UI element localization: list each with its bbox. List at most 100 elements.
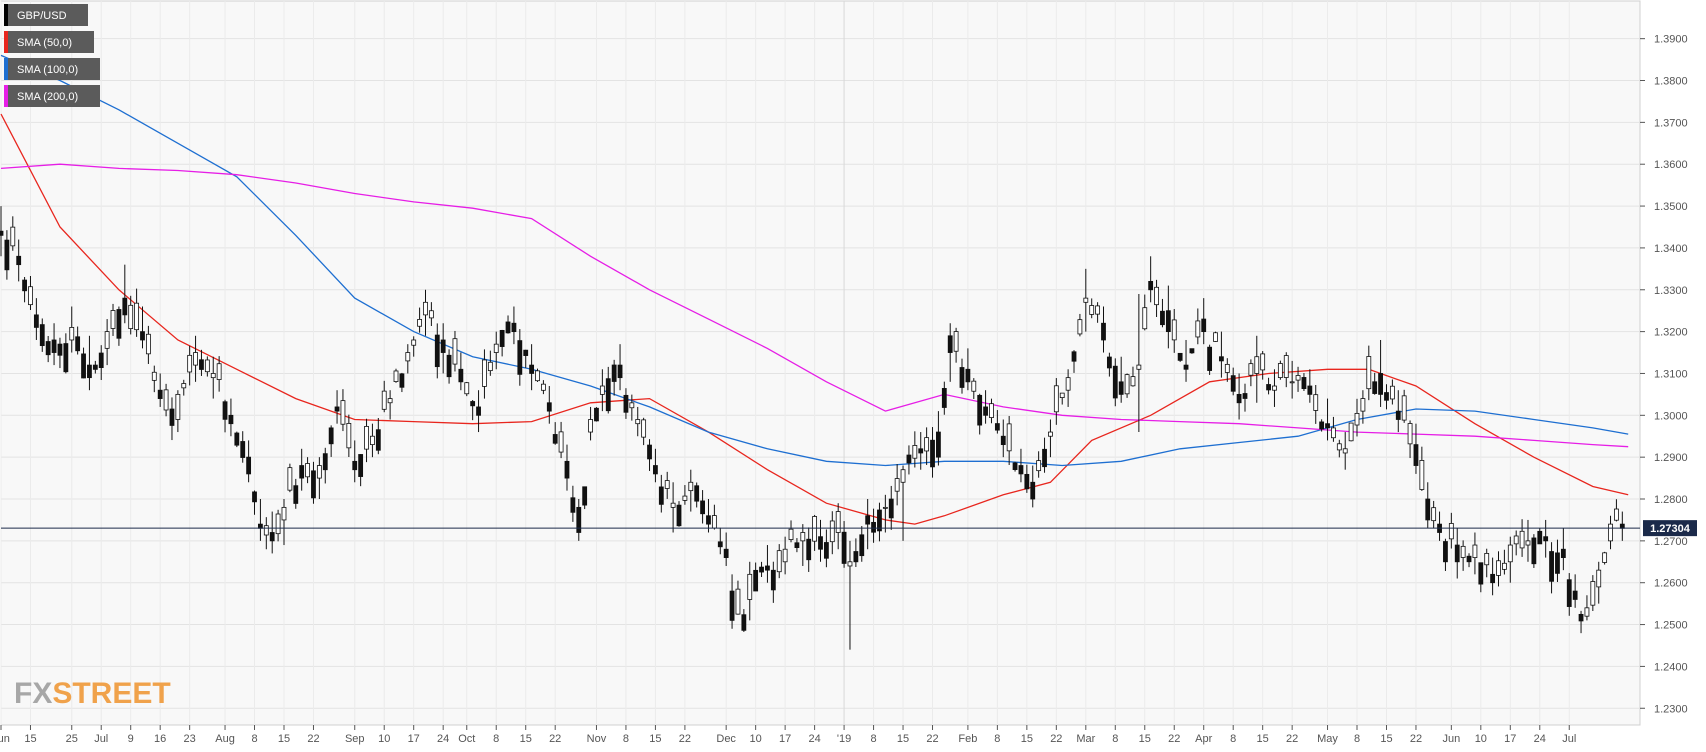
x-tick-label: 8: [1112, 733, 1118, 745]
grid: [0, 1, 1640, 725]
y-tick-label: 1.3500: [1654, 201, 1688, 213]
candle-body: [193, 352, 198, 366]
candle-body: [588, 419, 593, 433]
candle-body: [470, 401, 476, 407]
candle: [311, 461, 316, 504]
candle-body: [800, 532, 806, 542]
y-tick-label: 1.3000: [1654, 410, 1688, 422]
candle-body: [711, 515, 717, 529]
candle-body: [641, 419, 647, 438]
x-tick-label: 8: [1354, 733, 1360, 745]
candle: [381, 380, 387, 413]
candle: [688, 469, 694, 512]
candle-body: [1083, 297, 1089, 303]
candle-body: [1213, 332, 1218, 342]
candle: [706, 499, 711, 533]
candle: [552, 422, 558, 445]
candle: [63, 333, 69, 374]
candle: [1543, 519, 1549, 558]
candle-body: [983, 406, 988, 416]
x-tick-label: 8: [1230, 733, 1236, 745]
candle: [1201, 298, 1207, 345]
candle-body: [941, 388, 947, 408]
candle: [340, 389, 346, 432]
candle: [1124, 373, 1130, 398]
candle: [458, 352, 464, 391]
candle: [747, 561, 753, 621]
candle-body: [1354, 412, 1360, 426]
candle-body: [1496, 560, 1501, 576]
candle-body: [222, 401, 228, 420]
candle-body: [246, 456, 252, 475]
x-tick-label: 15: [1380, 733, 1392, 745]
candle: [263, 517, 269, 550]
candle-body: [1207, 346, 1213, 371]
candle-body: [765, 565, 770, 571]
candle: [1560, 528, 1566, 571]
candle: [1219, 331, 1224, 378]
candle: [759, 561, 764, 577]
candle: [1443, 538, 1448, 571]
candle-body: [464, 382, 470, 395]
candle: [1142, 294, 1148, 331]
candle: [1077, 313, 1083, 337]
candle-body: [947, 335, 953, 353]
candle: [529, 344, 535, 391]
candle-body: [381, 390, 387, 410]
candle-body: [210, 373, 216, 379]
candle: [370, 423, 375, 458]
candle-body: [1389, 385, 1395, 400]
candle: [1466, 553, 1472, 568]
candle: [694, 482, 700, 508]
candle-body: [0, 230, 4, 236]
candle-body: [1301, 377, 1307, 390]
candle: [499, 329, 505, 357]
candle-body: [446, 354, 452, 378]
candle: [1018, 448, 1024, 483]
candle-body: [1537, 530, 1543, 545]
candle: [1283, 352, 1289, 388]
candle: [1171, 309, 1177, 353]
x-tick-label: Jul: [94, 733, 108, 745]
candle: [930, 427, 935, 478]
candle: [1460, 540, 1466, 571]
x-tick-label: 22: [1168, 733, 1180, 745]
candle: [1048, 419, 1053, 458]
candle-body: [882, 506, 888, 509]
candle: [446, 349, 452, 384]
candle-body: [4, 239, 10, 271]
candle: [228, 398, 234, 437]
x-tick-label: 15: [24, 733, 36, 745]
candle-body: [770, 569, 776, 591]
candle-body: [853, 551, 859, 563]
candle-body: [1560, 548, 1566, 559]
candle-body: [358, 454, 364, 477]
candle-body: [263, 525, 269, 536]
candle: [723, 532, 729, 566]
candle: [605, 366, 611, 414]
candle: [546, 386, 552, 424]
sma-line-2: [0, 163, 1629, 448]
candle: [399, 372, 405, 393]
candle-body: [546, 402, 552, 412]
candle-body: [1071, 351, 1077, 362]
candle: [1242, 383, 1248, 412]
candle: [859, 526, 865, 562]
y-tick-label: 1.2400: [1654, 661, 1688, 673]
candle-body: [552, 434, 558, 444]
candle: [1165, 285, 1171, 349]
candle: [346, 414, 352, 458]
candle: [729, 574, 735, 629]
legend-swatch: [4, 4, 8, 26]
candle: [275, 509, 281, 542]
candle: [45, 335, 51, 363]
candle-body: [1289, 381, 1295, 384]
fxstreet-logo: FXSTREET: [14, 677, 171, 710]
candle-body: [747, 573, 753, 600]
candle-body: [63, 343, 69, 373]
candle: [1101, 306, 1106, 353]
candle: [647, 439, 652, 471]
x-tick-label: 8: [251, 733, 257, 745]
x-tick-label: Jun: [1442, 733, 1460, 745]
candle: [1036, 451, 1042, 478]
